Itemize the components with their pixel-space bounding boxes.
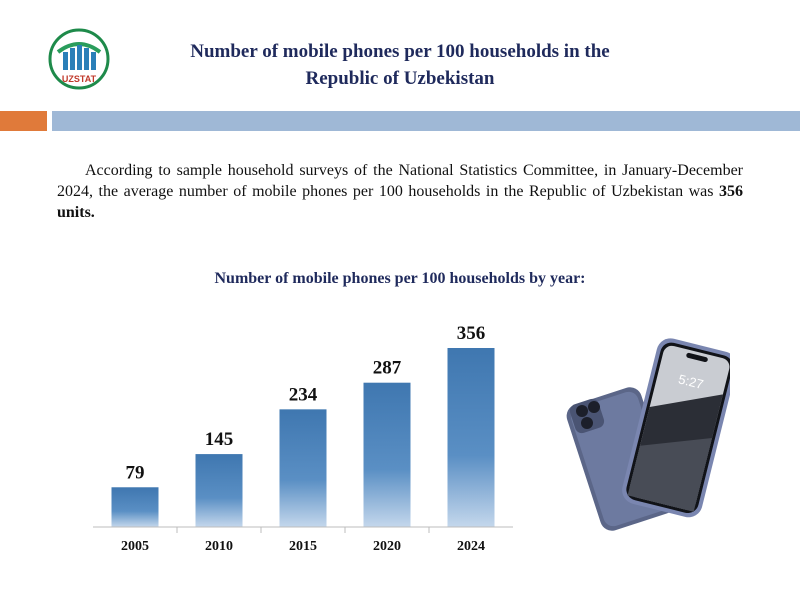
title-line-1: Number of mobile phones per 100 househol… [190, 41, 610, 62]
x-tick-2010: 2010 [205, 539, 233, 554]
phone-front-icon: 5:27 [622, 338, 730, 518]
logo-text: UZSTAT [62, 74, 97, 84]
title-line-2: Republic of Uzbekistan [305, 68, 495, 89]
bar-2020 [363, 382, 411, 527]
header-band [52, 111, 800, 131]
summary-highlight: 356 units. [57, 183, 743, 221]
phones-illustration: 5:27 [566, 338, 730, 531]
phone-clock: 5:27 [677, 371, 705, 392]
bar-chart: 79 145 234 287 356 2005 2010 2015 2020 2024 [93, 323, 513, 554]
data-label-2015: 234 [289, 384, 318, 405]
header-band-accent [0, 111, 47, 131]
bar-2024 [447, 348, 495, 527]
data-label-2005: 79 [126, 462, 145, 483]
x-tick-2020: 2020 [373, 539, 401, 554]
data-label-2024: 356 [457, 323, 486, 344]
x-tick-2015: 2015 [289, 539, 317, 554]
bar-2005 [111, 487, 159, 527]
bar-2010 [195, 454, 243, 527]
data-label-2020: 287 [373, 358, 402, 379]
chart-title: Number of mobile phones per 100 househol… [214, 270, 586, 287]
bar-2015 [279, 409, 327, 527]
x-tick-2024: 2024 [457, 539, 485, 554]
summary-paragraph: According to sample household surveys of… [57, 160, 743, 223]
uzstat-logo: UZSTAT [48, 28, 110, 90]
x-tick-2005: 2005 [121, 539, 149, 554]
summary-text: According to sample household surveys of… [57, 162, 743, 200]
page-title: Number of mobile phones per 100 househol… [150, 38, 650, 92]
data-label-2010: 145 [205, 429, 234, 450]
